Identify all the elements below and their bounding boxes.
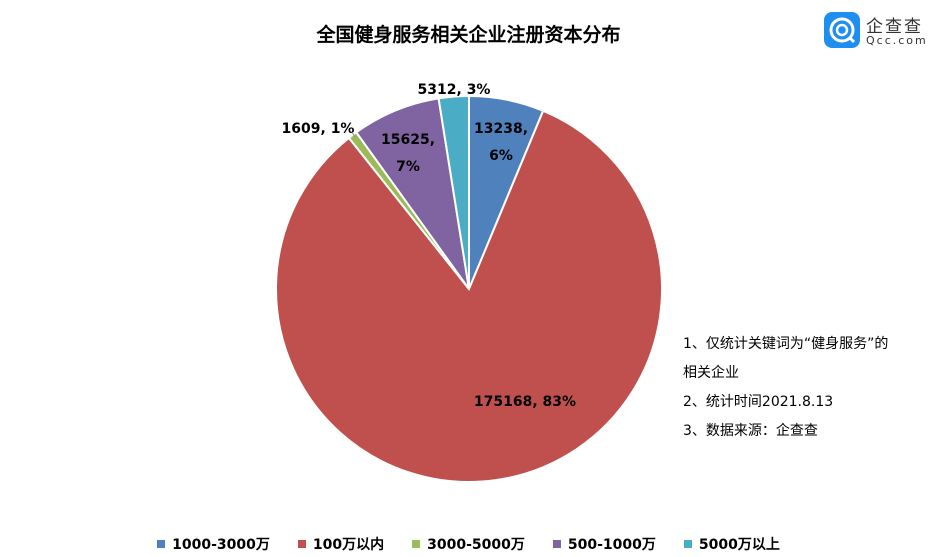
legend-item: 500-1000万 xyxy=(552,534,656,554)
legend-swatch xyxy=(157,540,166,548)
legend-item: 100万以内 xyxy=(297,534,385,554)
legend-label: 100万以内 xyxy=(312,537,385,553)
legend-label: 3000-5000万 xyxy=(427,537,525,553)
notes: 1、仅统计关键词为“健身服务”的 相关企业 2、统计时间2021.8.13 3、… xyxy=(683,330,888,446)
legend-swatch xyxy=(683,540,692,548)
legend-label: 5000万以上 xyxy=(698,537,780,553)
legend-item: 5000万以上 xyxy=(683,534,780,554)
legend-label: 1000-3000万 xyxy=(172,537,270,553)
data-label: 175168, 83% xyxy=(474,394,576,410)
logo-text-cn: 企查查 xyxy=(866,17,923,37)
legend-item: 3000-5000万 xyxy=(412,534,525,554)
note-line: 2、统计时间2021.8.13 xyxy=(683,394,834,410)
data-label: 15625, 7% xyxy=(381,132,435,175)
legend-swatch xyxy=(297,540,306,548)
data-label: 13238, 6% xyxy=(474,121,528,164)
note-line: 3、数据来源：企查查 xyxy=(683,423,818,439)
data-label: 5312, 3% xyxy=(418,82,491,98)
pie-slice xyxy=(275,109,663,483)
legend-swatch xyxy=(412,540,421,548)
legend-label: 500-1000万 xyxy=(567,537,656,553)
leader-line xyxy=(351,131,356,138)
chart-title: 全国健身服务相关企业注册资本分布 xyxy=(316,24,621,46)
legend-swatch xyxy=(552,540,561,548)
data-label: 1609, 1% xyxy=(282,121,355,137)
pie-slice xyxy=(437,94,470,290)
qcc-logo-icon xyxy=(824,12,860,48)
legend-item: 1000-3000万 xyxy=(157,534,270,554)
qcc-logo: 企查查 Qcc.com xyxy=(824,12,934,50)
logo-text-en: Qcc.com xyxy=(866,34,928,47)
note-line: 相关企业 xyxy=(683,365,739,381)
note-line: 1、仅统计关键词为“健身服务”的 xyxy=(683,336,889,352)
legend: 1000-3000万 100万以内 3000-5000万 500-1000万 5… xyxy=(0,534,937,554)
